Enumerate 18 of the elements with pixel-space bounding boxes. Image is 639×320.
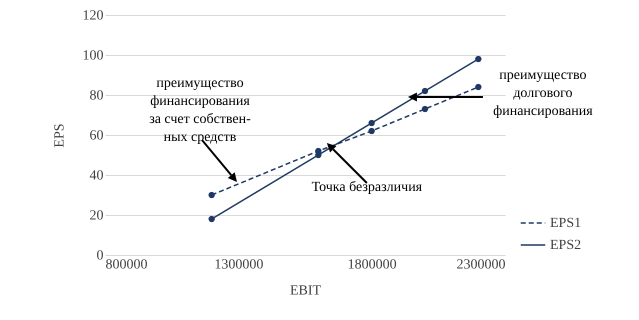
y-tick-label: 40	[90, 168, 104, 184]
y-tick-label: 20	[90, 208, 104, 224]
y-tick-label: 80	[90, 88, 104, 104]
annotation: преимущество долгового финансирования	[493, 68, 594, 119]
y-axis-title: EPS	[52, 123, 68, 148]
y-tick-label: 0	[96, 248, 104, 264]
legend-label: EPS2	[550, 238, 582, 253]
annotation: Точка безразличия	[312, 180, 423, 195]
annotation: преимущество финансирования за счет собствен- ных средств	[149, 76, 252, 145]
y-tick-label: 100	[82, 48, 104, 64]
y-tick-label: 60	[90, 128, 104, 144]
x-tick-label: 800000	[106, 258, 148, 272]
y-tick-label: 120	[82, 8, 104, 24]
x-tick-label: 2300000	[456, 258, 506, 272]
legend-label: EPS1	[550, 216, 582, 231]
x-axis-title: EBIT	[290, 284, 322, 298]
x-tick-label: 1800000	[348, 258, 397, 272]
x-tick-label: 1300000	[214, 258, 264, 272]
